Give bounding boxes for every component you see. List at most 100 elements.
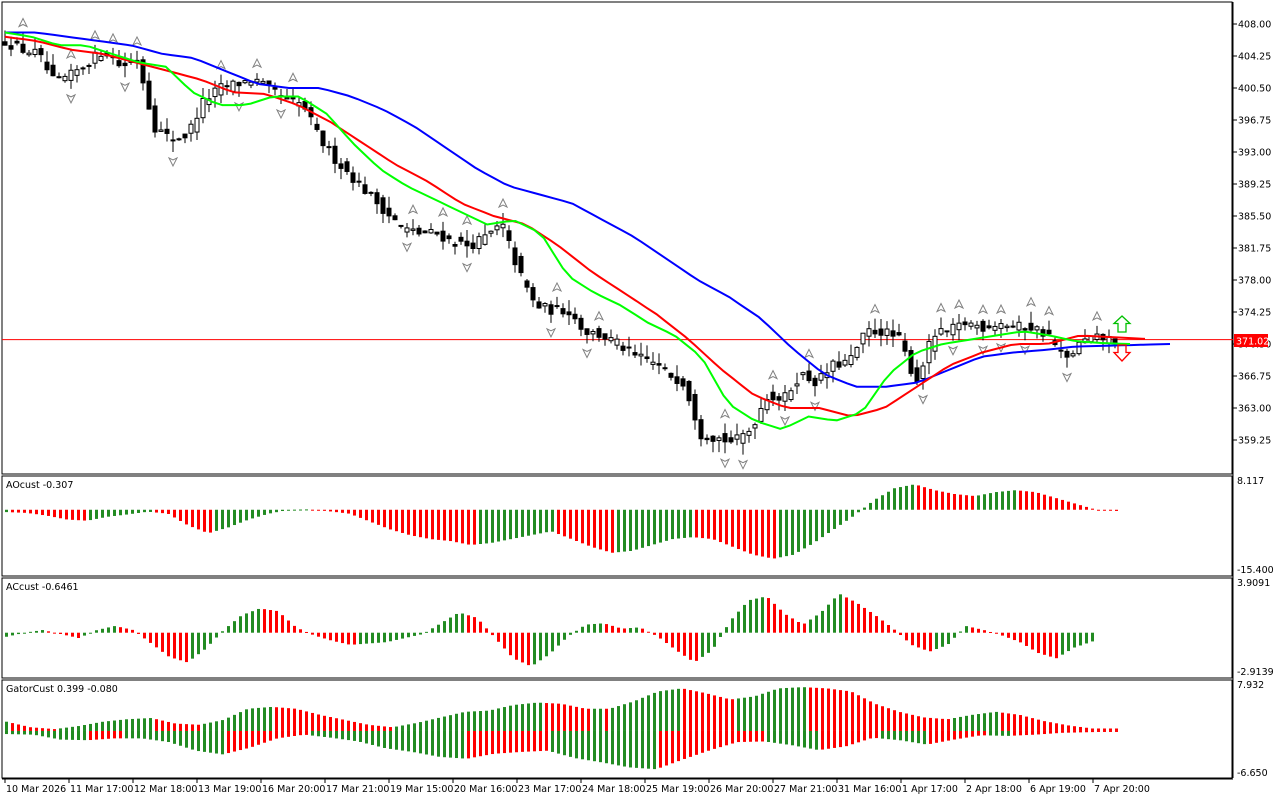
gator-upper-bar <box>275 707 278 731</box>
bull-candle <box>746 430 752 436</box>
gator-lower-bar <box>785 730 788 745</box>
ao-bar <box>557 509 560 535</box>
bear-candle <box>836 361 842 368</box>
gator-upper-bar <box>143 718 146 731</box>
time-tick-label: 16 Mar 20:00 <box>262 784 325 795</box>
gator-upper-bar <box>257 707 260 731</box>
bear-candle <box>512 247 518 266</box>
bull-candle <box>254 78 260 83</box>
bull-candle <box>1016 321 1022 331</box>
ao-bar <box>737 509 740 550</box>
gator-lower-bar <box>893 730 896 740</box>
bear-candle <box>164 128 170 134</box>
gator-upper-bar <box>347 720 350 731</box>
bear-candle <box>644 356 650 360</box>
ac-bar <box>875 616 878 633</box>
ac-bar <box>1013 632 1016 641</box>
gator-upper-bar <box>83 725 86 731</box>
bull-candle <box>752 424 758 429</box>
time-tick-label: 17 Mar 21:00 <box>326 784 389 795</box>
gator-lower-bar <box>899 730 902 741</box>
gator-upper-bar <box>335 718 338 731</box>
gator-upper-bar <box>1007 713 1010 731</box>
gator-lower-bar <box>683 730 686 759</box>
fractal-up-arrow-icon <box>65 48 77 60</box>
ao-bar <box>23 509 26 513</box>
ac-bar <box>599 623 602 633</box>
gator-lower-bar <box>923 730 926 745</box>
gator-lower-bar <box>299 730 302 736</box>
fractal-up-arrow-icon <box>251 57 263 69</box>
gator-lower-bar <box>419 730 422 754</box>
ao-bar <box>467 509 470 545</box>
gator-lower-bar <box>647 730 650 769</box>
ac-bar <box>815 615 818 633</box>
gator-lower-bar <box>353 730 356 741</box>
ao-bar <box>713 509 716 540</box>
ac-bar <box>425 631 428 633</box>
ac-bar <box>641 628 644 633</box>
ao-bar <box>605 509 608 552</box>
ac-bar <box>275 610 278 633</box>
bear-candle <box>434 231 440 235</box>
fractal-up-arrow-icon <box>869 303 881 314</box>
ao-bar <box>677 509 680 539</box>
gator-upper-bar <box>761 693 764 731</box>
ac-bar <box>1073 632 1076 648</box>
gator-lower-bar <box>755 730 758 742</box>
gator-lower-bar <box>95 730 98 740</box>
gator-upper-bar <box>239 712 242 731</box>
gator-lower-bar <box>263 730 266 743</box>
ao-bar <box>347 509 350 514</box>
ac-bar <box>371 632 374 644</box>
ao-bar <box>413 509 416 537</box>
gator-lower-bar <box>17 730 20 735</box>
gator-upper-bar <box>767 691 770 731</box>
ao-bar <box>377 509 380 525</box>
gator-lower-bar <box>65 730 68 740</box>
ac-bar <box>269 610 272 633</box>
gator-upper-bar <box>173 723 176 731</box>
gator-upper-bar <box>707 693 710 731</box>
gator-upper-bar <box>377 725 380 731</box>
bull-candle <box>866 328 872 337</box>
ao-bar <box>965 495 968 510</box>
gator-upper-bar <box>515 704 518 731</box>
gator-lower-bar <box>35 730 38 736</box>
gator-lower-bar <box>317 730 320 737</box>
bear-candle <box>602 333 608 340</box>
ao-bar <box>527 509 530 536</box>
ao-bar <box>1103 509 1106 511</box>
bear-candle <box>680 378 686 387</box>
bull-candle <box>800 372 806 376</box>
ao-bar <box>383 509 386 528</box>
price-tick-label: 374.25 <box>1238 308 1271 319</box>
ao-bar <box>953 494 956 510</box>
ac-bar <box>71 632 74 637</box>
ao-bar <box>311 509 314 511</box>
fractal-up-arrow-icon <box>719 408 731 419</box>
gator-upper-bar <box>1067 725 1070 731</box>
time-tick-label: 26 Mar 20:00 <box>710 784 773 795</box>
ao-bar <box>47 509 50 516</box>
ao-bar <box>839 509 842 525</box>
gator-upper-bar <box>317 714 320 731</box>
ao-bar <box>5 509 8 513</box>
ac-bar <box>497 632 500 642</box>
gator-upper-bar <box>833 689 836 731</box>
gator-upper-bar <box>797 687 800 731</box>
ao-bar <box>113 509 116 516</box>
time-tick-label: 10 Mar 2026 <box>6 784 66 795</box>
bear-candle <box>464 240 470 247</box>
bear-candle <box>56 76 62 79</box>
gator-upper-bar <box>653 692 656 731</box>
bull-candle <box>500 223 506 229</box>
ao-bar <box>761 509 764 557</box>
gator-lower-bar <box>53 730 56 739</box>
ac-bar <box>377 632 380 643</box>
bull-candle <box>218 83 224 96</box>
fractal-up-arrow-icon <box>995 303 1007 315</box>
bear-candle <box>530 287 536 301</box>
ac-bar <box>947 632 950 645</box>
gator-upper-bar <box>1031 718 1034 731</box>
